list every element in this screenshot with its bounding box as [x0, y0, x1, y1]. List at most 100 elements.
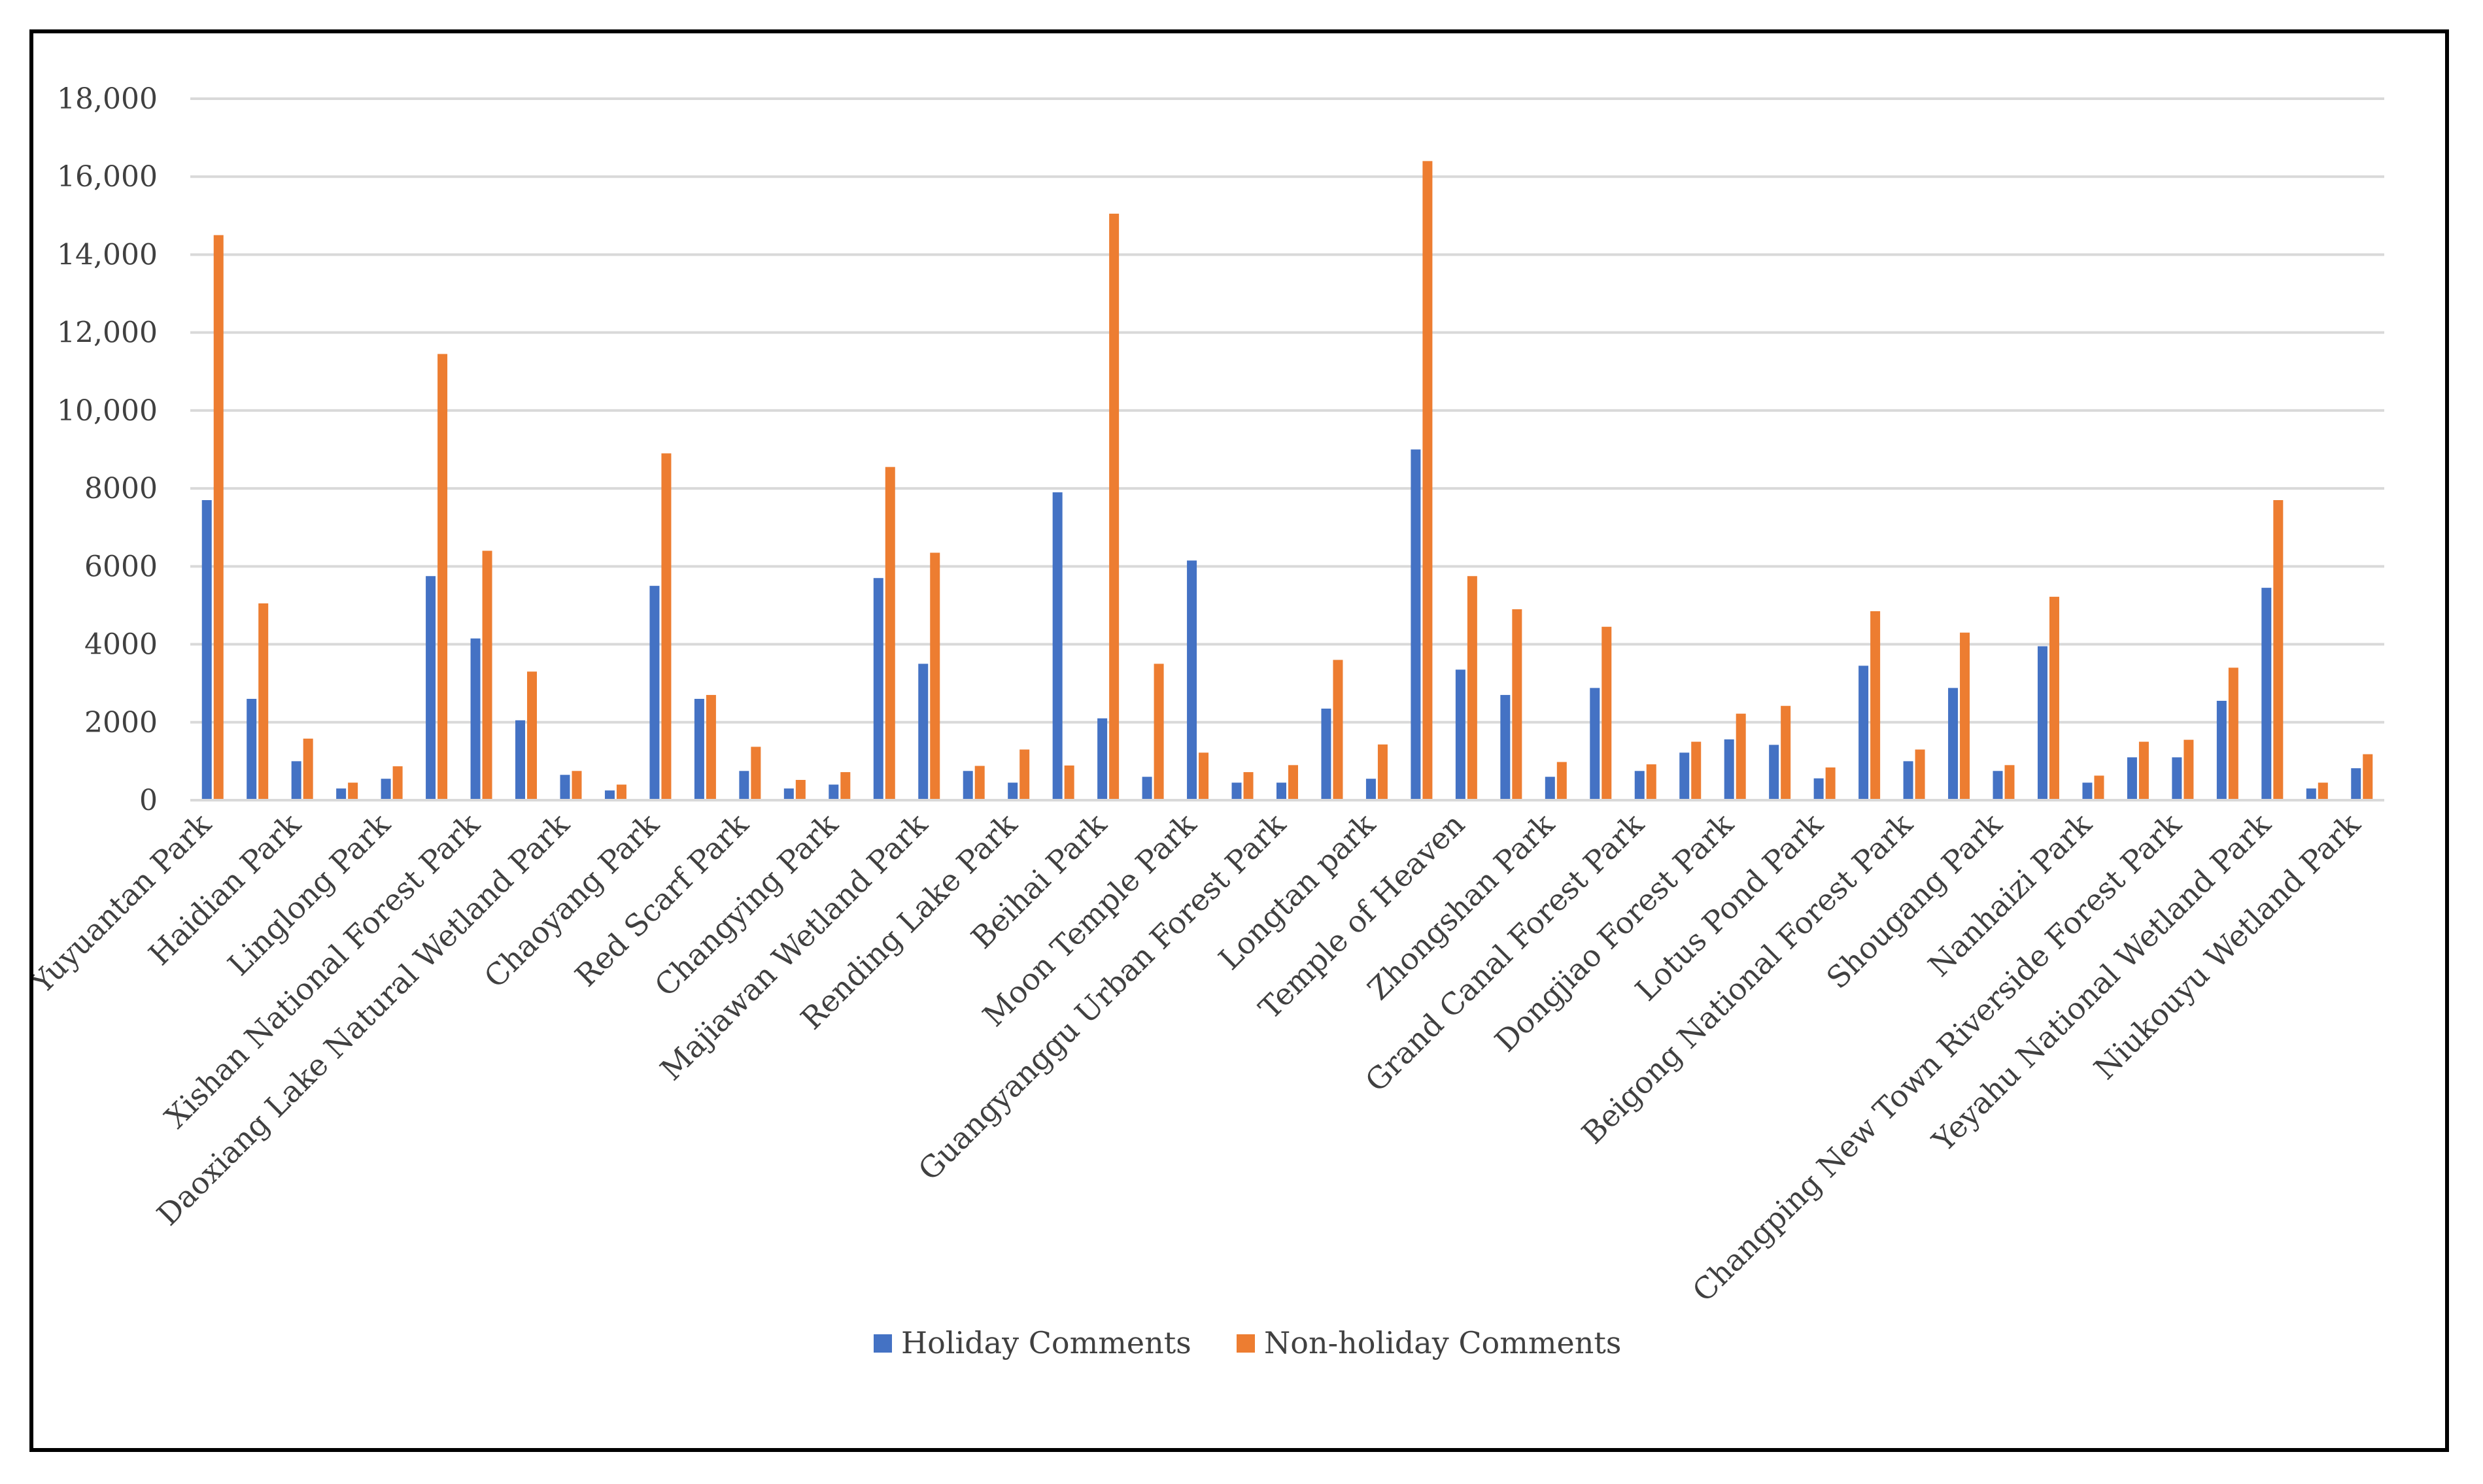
bar-holiday — [2216, 700, 2227, 800]
bar-holiday — [1276, 783, 1286, 800]
y-tick-label: 10,000 — [57, 394, 158, 428]
legend-label-holiday: Holiday Comments — [901, 1325, 1191, 1360]
bar-holiday — [1411, 449, 1421, 800]
bar-non-holiday — [1781, 705, 1791, 800]
bar-non-holiday — [1691, 741, 1702, 800]
y-tick-label: 6000 — [84, 550, 158, 583]
bar-holiday — [247, 699, 257, 800]
legend-label-non-holiday: Non-holiday Comments — [1264, 1325, 1621, 1360]
bar-non-holiday — [258, 603, 269, 800]
bar-non-holiday — [616, 784, 626, 800]
bar-non-holiday — [572, 771, 582, 800]
bar-non-holiday — [1736, 713, 1746, 800]
bar-holiday — [2172, 757, 2182, 800]
bar-non-holiday — [1333, 660, 1343, 800]
bar-non-holiday — [1870, 611, 1881, 800]
bar-holiday — [1321, 708, 1331, 800]
x-category-label: Haidian Park — [142, 806, 308, 972]
bar-holiday — [604, 790, 615, 800]
bar-holiday — [2127, 757, 2137, 800]
bar-holiday — [918, 664, 929, 800]
bar-non-holiday — [482, 550, 492, 800]
y-tick-label: 2000 — [84, 706, 158, 739]
legend-swatch-holiday — [874, 1334, 892, 1353]
bar-non-holiday — [527, 671, 538, 800]
bar-holiday — [1545, 777, 1555, 800]
y-tick-label: 16,000 — [57, 160, 158, 194]
bar-non-holiday — [840, 772, 851, 800]
bar-non-holiday — [885, 467, 895, 800]
bar-holiday — [1590, 688, 1600, 800]
bar-non-holiday — [1646, 764, 1656, 800]
x-category-label: Longtan park — [1212, 806, 1382, 977]
bar-non-holiday — [1915, 749, 1925, 800]
bar-non-holiday — [1556, 762, 1567, 800]
bar-non-holiday — [930, 552, 940, 800]
bar-holiday — [1455, 669, 1465, 800]
bar-holiday — [1052, 492, 1063, 800]
bar-non-holiday — [2183, 739, 2194, 800]
bar-non-holiday — [1825, 767, 1836, 800]
bar-non-holiday — [437, 354, 448, 800]
bar-holiday — [1142, 777, 1152, 800]
bar-non-holiday — [2049, 596, 2059, 800]
bar-holiday — [470, 638, 481, 800]
bar-non-holiday — [1377, 744, 1388, 800]
y-tick-label: 12,000 — [57, 316, 158, 350]
bar-non-holiday — [1199, 752, 1209, 800]
bar-holiday — [2306, 788, 2316, 800]
bar-holiday — [1903, 761, 1913, 800]
bar-holiday — [1769, 745, 1779, 800]
bar-holiday — [2082, 783, 2093, 800]
bar-holiday — [291, 761, 301, 800]
bar-non-holiday — [1601, 626, 1612, 800]
bar-non-holiday — [1960, 632, 1970, 800]
bar-holiday — [381, 779, 391, 800]
bar-holiday — [515, 720, 526, 800]
bar-holiday — [1634, 771, 1645, 800]
bar-non-holiday — [974, 766, 985, 800]
bar-holiday — [201, 499, 212, 800]
gridlines — [190, 97, 2384, 724]
bar-holiday — [1948, 688, 1959, 800]
bar-non-holiday — [348, 783, 358, 800]
bar-holiday — [1679, 752, 1690, 800]
bar-holiday — [1858, 666, 1869, 800]
bar-holiday — [963, 771, 973, 800]
grouped-bar-chart: 0 2000 4000 6000 8000 10,000 12,000 14,000 16,00… — [33, 82, 2384, 1360]
bar-non-holiday — [303, 738, 313, 800]
bar-holiday — [2261, 588, 2272, 800]
bar-non-holiday — [2094, 775, 2104, 800]
bar-holiday — [1500, 695, 1511, 800]
bar-non-holiday — [751, 747, 761, 800]
x-category-label: Beigong National Forest Park — [1575, 806, 1919, 1151]
bar-holiday — [560, 775, 570, 800]
bar-non-holiday — [2318, 783, 2328, 800]
bar-holiday — [426, 576, 436, 800]
bar-non-holiday — [213, 235, 224, 800]
bar-non-holiday — [661, 453, 672, 800]
bar-non-holiday — [2138, 741, 2149, 800]
bar-non-holiday — [1064, 765, 1074, 800]
bar-non-holiday — [1512, 609, 1522, 800]
bar-non-holiday — [1154, 664, 1164, 800]
bar-holiday — [1813, 778, 1824, 800]
y-tick-label: 0 — [139, 784, 158, 817]
bar-non-holiday — [2273, 499, 2284, 800]
bar-holiday — [1724, 739, 1734, 800]
bar-non-holiday — [1109, 213, 1120, 800]
bar-non-holiday — [1288, 765, 1298, 800]
y-tick-label: 4000 — [84, 628, 158, 662]
bar-holiday — [2037, 646, 2047, 800]
bars — [201, 161, 2373, 800]
y-tick-label: 8000 — [84, 472, 158, 505]
bar-holiday — [739, 771, 749, 800]
bar-holiday — [873, 578, 883, 800]
figure-frame: 0 2000 4000 6000 8000 10,000 12,000 14,000 16,00… — [29, 29, 2449, 1452]
bar-holiday — [1365, 779, 1376, 800]
bar-holiday — [649, 586, 660, 800]
bar-non-holiday — [706, 695, 716, 800]
bar-holiday — [1187, 560, 1197, 800]
y-tick-label: 14,000 — [57, 238, 158, 271]
x-category-label: Nanhaizi Park — [1921, 806, 2098, 983]
